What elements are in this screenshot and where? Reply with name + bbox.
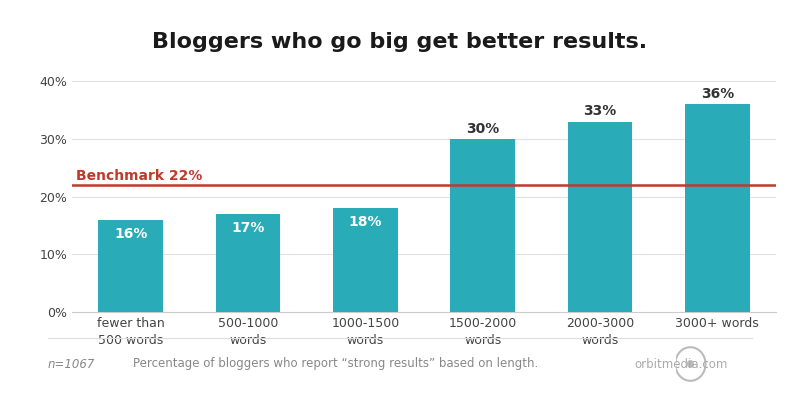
Text: 18%: 18% <box>349 215 382 229</box>
Text: 30%: 30% <box>466 122 499 136</box>
Text: 36%: 36% <box>701 87 734 101</box>
Text: n=1067: n=1067 <box>48 358 95 370</box>
Circle shape <box>686 360 694 368</box>
Text: Percentage of bloggers who report “strong results” based on length.: Percentage of bloggers who report “stron… <box>134 358 538 370</box>
Bar <box>568 122 632 312</box>
Text: 16%: 16% <box>114 227 147 241</box>
Text: orbitmedia.com: orbitmedia.com <box>634 358 728 370</box>
Bar <box>685 104 750 312</box>
Text: 17%: 17% <box>231 221 265 235</box>
Bar <box>98 220 163 312</box>
Bar <box>450 139 515 312</box>
Text: Bloggers who go big get better results.: Bloggers who go big get better results. <box>153 32 647 52</box>
Bar <box>333 208 398 312</box>
Text: 33%: 33% <box>583 104 617 118</box>
Bar <box>216 214 280 312</box>
Text: Benchmark 22%: Benchmark 22% <box>75 169 202 183</box>
